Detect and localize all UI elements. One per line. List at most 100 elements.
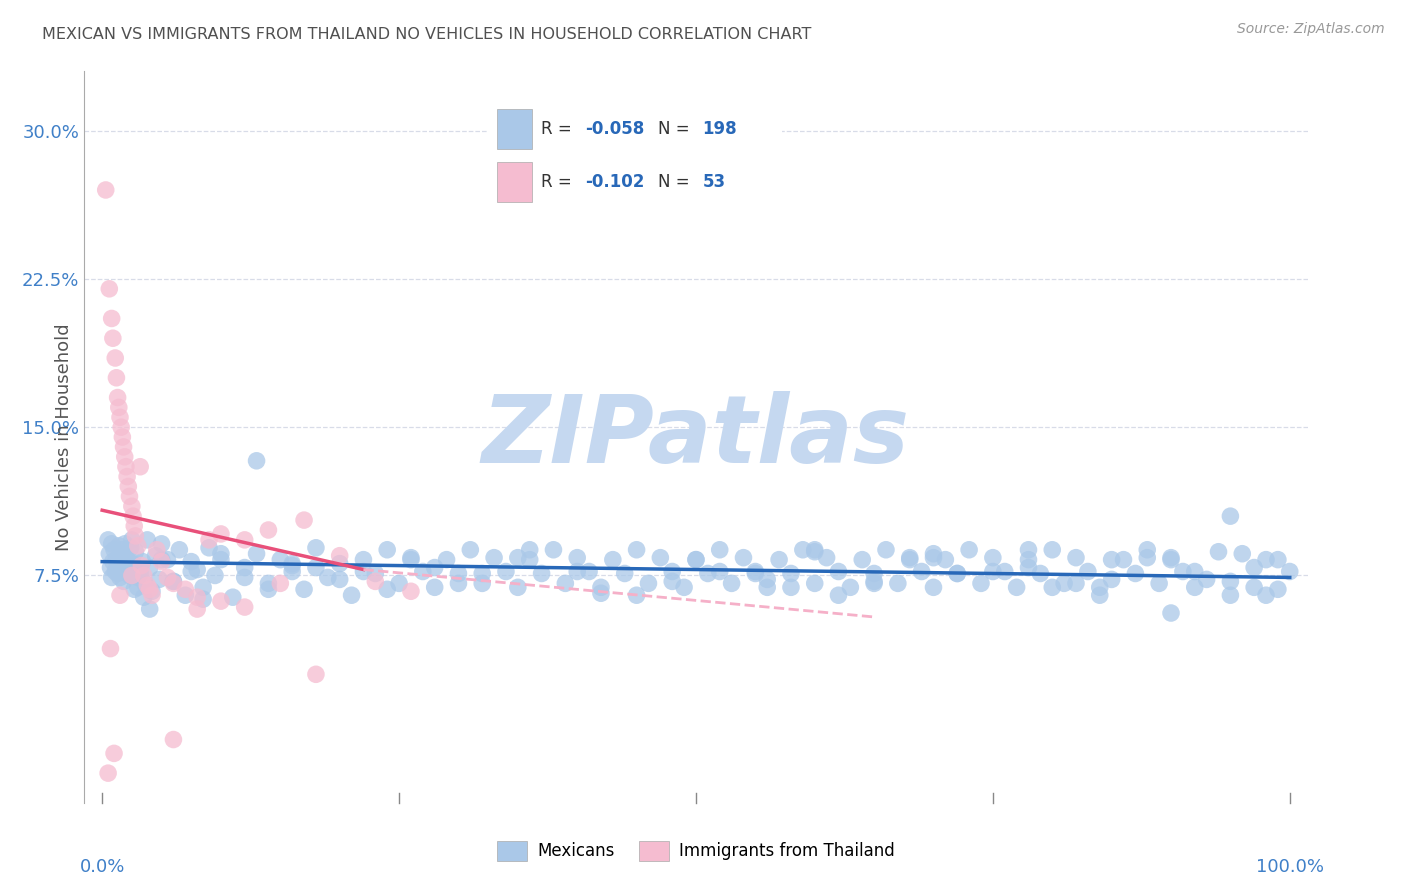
Point (150, 552, 173, 566)
Point (118, 489, 141, 503)
Point (1040, 580, 1063, 594)
Point (506, 580, 529, 594)
Point (768, 552, 790, 566)
Point (423, 560, 446, 574)
Point (530, 566, 553, 581)
Point (281, 565, 304, 579)
Point (180, 565, 202, 579)
Point (981, 550, 1004, 565)
Point (245, 547, 267, 561)
Point (169, 542, 191, 557)
Point (209, 552, 232, 566)
Point (567, 550, 589, 565)
Point (145, 549, 167, 563)
Point (1232, 547, 1254, 561)
Point (127, 539, 149, 553)
Point (329, 573, 352, 587)
Point (1219, 588, 1241, 602)
Point (198, 541, 221, 555)
Point (186, 602, 208, 616)
Point (257, 576, 280, 591)
Point (100, 537, 122, 551)
Point (100, 311, 122, 326)
Point (281, 557, 304, 571)
Point (803, 542, 825, 557)
Point (292, 582, 315, 597)
Text: 100.0%: 100.0% (1256, 858, 1324, 876)
Point (506, 550, 529, 565)
Point (107, 391, 129, 405)
Point (709, 542, 731, 557)
Point (1254, 552, 1277, 566)
Point (111, 542, 134, 557)
Point (112, 440, 135, 454)
Point (352, 565, 374, 579)
Point (887, 576, 910, 591)
Point (1112, 552, 1135, 566)
Point (922, 550, 945, 565)
Point (863, 574, 886, 589)
Point (364, 574, 387, 589)
Point (129, 459, 152, 474)
Point (329, 557, 352, 571)
Point (875, 542, 897, 557)
Point (118, 568, 141, 582)
Point (129, 566, 152, 581)
Point (340, 588, 363, 602)
Point (132, 568, 155, 582)
Point (180, 555, 202, 569)
Point (1243, 580, 1265, 594)
Point (957, 542, 980, 557)
Point (399, 552, 422, 566)
Point (626, 542, 648, 557)
Point (898, 552, 921, 566)
Point (1184, 565, 1206, 579)
Point (121, 568, 143, 582)
Point (412, 565, 434, 579)
Point (1208, 545, 1230, 559)
Point (756, 580, 779, 594)
Point (720, 576, 742, 591)
Text: Source: ZipAtlas.com: Source: ZipAtlas.com (1237, 22, 1385, 37)
Point (104, 565, 127, 579)
Point (124, 529, 146, 543)
Point (1018, 542, 1040, 557)
Point (661, 565, 683, 579)
Point (233, 600, 256, 615)
Point (1064, 576, 1087, 591)
Point (245, 454, 267, 468)
Point (138, 560, 160, 574)
Point (567, 565, 589, 579)
Point (589, 580, 612, 594)
Point (1005, 580, 1028, 594)
Point (352, 552, 374, 566)
Point (156, 552, 179, 566)
Point (709, 565, 731, 579)
Point (104, 351, 127, 365)
Point (156, 570, 179, 584)
Point (626, 588, 648, 602)
Point (174, 582, 197, 597)
Point (138, 602, 160, 616)
Point (108, 588, 131, 602)
Point (115, 550, 138, 565)
Point (1088, 580, 1111, 594)
Point (174, 588, 197, 602)
Point (257, 523, 280, 537)
Point (101, 331, 124, 345)
Point (108, 410, 131, 425)
Point (114, 450, 136, 464)
Point (1029, 566, 1052, 581)
Point (100, 570, 122, 584)
Point (107, 539, 129, 553)
Point (162, 574, 184, 589)
Point (1219, 574, 1241, 589)
Point (233, 533, 256, 547)
Point (922, 580, 945, 594)
Point (94, 183, 117, 197)
Point (1243, 560, 1265, 574)
Point (305, 667, 328, 681)
Point (1171, 565, 1194, 579)
Point (281, 558, 304, 573)
Point (1160, 552, 1182, 566)
